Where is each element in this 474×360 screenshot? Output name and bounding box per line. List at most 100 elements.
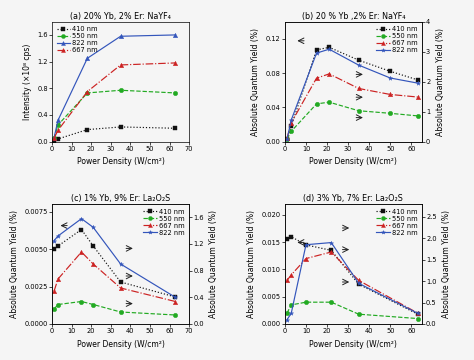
667 nm	[387, 92, 393, 96]
822 nm	[55, 234, 61, 238]
667 nm	[303, 256, 309, 261]
Line: 410 nm: 410 nm	[52, 125, 178, 143]
Line: 667 nm: 667 nm	[52, 61, 178, 140]
667 nm	[314, 76, 319, 80]
550 nm	[356, 109, 362, 113]
550 nm	[173, 91, 178, 95]
667 nm	[55, 128, 61, 132]
822 nm	[91, 225, 96, 229]
X-axis label: Power Density (W/cm²): Power Density (W/cm²)	[77, 157, 164, 166]
822 nm	[79, 216, 84, 221]
Title: (a) 20% Yb, 2% Er: NaYF₄: (a) 20% Yb, 2% Er: NaYF₄	[70, 12, 171, 21]
Line: 410 nm: 410 nm	[285, 45, 420, 141]
Line: 667 nm: 667 nm	[285, 72, 420, 140]
410 nm	[55, 137, 61, 141]
Y-axis label: Intensity (×10⁸ cps): Intensity (×10⁸ cps)	[23, 44, 32, 120]
Legend: 410 nm, 550 nm, 667 nm, 822 nm: 410 nm, 550 nm, 667 nm, 822 nm	[142, 207, 186, 237]
667 nm	[173, 61, 178, 65]
410 nm	[328, 248, 334, 252]
667 nm	[326, 72, 332, 76]
550 nm	[288, 303, 294, 307]
Y-axis label: Absolute Quantum Yield (%): Absolute Quantum Yield (%)	[442, 210, 451, 318]
550 nm	[284, 137, 290, 141]
667 nm	[356, 278, 362, 283]
550 nm	[356, 312, 362, 316]
667 nm	[328, 250, 334, 254]
667 nm	[284, 136, 290, 140]
822 nm	[288, 118, 294, 122]
550 nm	[55, 302, 61, 307]
822 nm	[173, 295, 178, 300]
410 nm	[288, 235, 294, 239]
550 nm	[326, 100, 332, 104]
Y-axis label: Absolute Quantum Yield (%): Absolute Quantum Yield (%)	[436, 28, 445, 136]
822 nm	[356, 63, 362, 67]
Line: 410 nm: 410 nm	[285, 234, 420, 316]
X-axis label: Power Density (W/cm²): Power Density (W/cm²)	[77, 340, 164, 349]
822 nm	[118, 34, 123, 39]
410 nm	[326, 45, 332, 49]
550 nm	[284, 311, 290, 315]
667 nm	[79, 250, 84, 254]
Line: 667 nm: 667 nm	[52, 250, 178, 304]
410 nm	[51, 139, 57, 143]
410 nm	[356, 58, 362, 62]
667 nm	[91, 262, 96, 266]
822 nm	[118, 262, 123, 266]
667 nm	[415, 311, 420, 315]
410 nm	[284, 137, 290, 141]
550 nm	[387, 111, 393, 116]
410 nm	[284, 237, 290, 242]
Y-axis label: Absolute Quantum Yield (%): Absolute Quantum Yield (%)	[251, 28, 260, 136]
410 nm	[55, 244, 61, 248]
550 nm	[55, 123, 61, 127]
667 nm	[288, 121, 294, 125]
550 nm	[91, 302, 96, 307]
Line: 822 nm: 822 nm	[285, 240, 420, 322]
550 nm	[415, 316, 420, 321]
667 nm	[356, 86, 362, 91]
410 nm	[415, 312, 420, 316]
822 nm	[173, 33, 178, 37]
Line: 550 nm: 550 nm	[285, 100, 420, 141]
410 nm	[84, 127, 90, 132]
410 nm	[91, 244, 96, 248]
Legend: 410 nm, 550 nm, 667 nm, 822 nm: 410 nm, 550 nm, 667 nm, 822 nm	[375, 207, 419, 237]
Line: 550 nm: 550 nm	[52, 88, 178, 140]
667 nm	[51, 136, 57, 140]
Title: (b) 20 % Yb ,2% Er: NaYF₄: (b) 20 % Yb ,2% Er: NaYF₄	[301, 12, 405, 21]
822 nm	[51, 239, 57, 243]
822 nm	[55, 118, 61, 122]
Title: (d) 3% Yb, 7% Er: La₂O₂S: (d) 3% Yb, 7% Er: La₂O₂S	[303, 194, 403, 203]
550 nm	[314, 102, 319, 106]
822 nm	[314, 51, 319, 55]
410 nm	[173, 295, 178, 299]
410 nm	[387, 69, 393, 73]
410 nm	[415, 78, 420, 82]
Line: 550 nm: 550 nm	[52, 299, 178, 317]
Line: 822 nm: 822 nm	[52, 33, 178, 140]
Y-axis label: Absolute Quantum Yield (%): Absolute Quantum Yield (%)	[210, 210, 219, 318]
Y-axis label: Absolute Quantum Yield (%): Absolute Quantum Yield (%)	[10, 210, 19, 318]
410 nm	[356, 282, 362, 286]
822 nm	[356, 281, 362, 285]
822 nm	[328, 240, 334, 245]
667 nm	[173, 299, 178, 303]
667 nm	[415, 95, 420, 99]
822 nm	[415, 81, 420, 85]
822 nm	[284, 318, 290, 322]
X-axis label: Power Density (W/cm²): Power Density (W/cm²)	[310, 340, 397, 349]
Line: 822 nm: 822 nm	[285, 47, 420, 141]
822 nm	[303, 243, 309, 247]
550 nm	[84, 91, 90, 95]
550 nm	[415, 114, 420, 118]
822 nm	[51, 135, 57, 140]
667 nm	[118, 286, 123, 290]
822 nm	[387, 76, 393, 80]
410 nm	[118, 125, 123, 129]
550 nm	[118, 88, 123, 93]
550 nm	[328, 300, 334, 304]
410 nm	[314, 48, 319, 52]
822 nm	[84, 56, 90, 60]
667 nm	[55, 277, 61, 281]
